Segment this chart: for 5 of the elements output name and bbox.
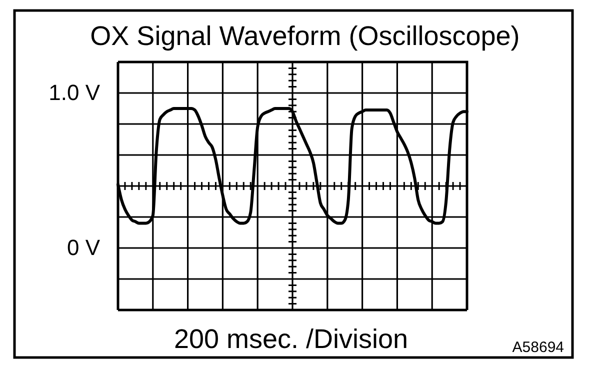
x-axis-title: 200 msec. /Division bbox=[174, 324, 408, 354]
chart-title: OX Signal Waveform (Oscilloscope) bbox=[90, 21, 520, 51]
y-tick-label: 0 V bbox=[66, 235, 100, 260]
text: A58694 bbox=[512, 339, 564, 356]
y-tick-label: 1.0 V bbox=[48, 80, 100, 106]
